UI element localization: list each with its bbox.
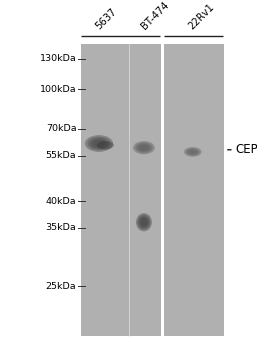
- Ellipse shape: [184, 147, 202, 157]
- Ellipse shape: [139, 216, 149, 228]
- Text: 100kDa: 100kDa: [40, 85, 76, 94]
- Ellipse shape: [137, 144, 151, 152]
- Text: 25kDa: 25kDa: [46, 282, 76, 291]
- FancyBboxPatch shape: [81, 44, 161, 336]
- Text: 40kDa: 40kDa: [46, 197, 76, 206]
- Ellipse shape: [137, 215, 150, 230]
- Ellipse shape: [90, 138, 108, 149]
- Text: 70kDa: 70kDa: [46, 124, 76, 133]
- Ellipse shape: [136, 213, 152, 231]
- Text: 55kDa: 55kDa: [46, 151, 76, 160]
- Ellipse shape: [97, 141, 114, 149]
- Ellipse shape: [189, 150, 197, 154]
- Text: 130kDa: 130kDa: [40, 54, 76, 63]
- Ellipse shape: [87, 136, 111, 150]
- Ellipse shape: [135, 142, 153, 153]
- Ellipse shape: [85, 135, 113, 152]
- FancyBboxPatch shape: [164, 44, 224, 336]
- Ellipse shape: [187, 149, 198, 155]
- Text: 35kDa: 35kDa: [45, 223, 76, 232]
- Text: 22Rv1: 22Rv1: [187, 2, 217, 31]
- Ellipse shape: [185, 148, 200, 156]
- Text: BT-474: BT-474: [139, 0, 171, 32]
- Ellipse shape: [93, 140, 105, 147]
- Ellipse shape: [140, 218, 148, 226]
- Ellipse shape: [133, 141, 155, 154]
- Ellipse shape: [139, 145, 149, 151]
- Text: CEP57L1: CEP57L1: [235, 143, 257, 156]
- Text: 5637: 5637: [93, 7, 118, 31]
